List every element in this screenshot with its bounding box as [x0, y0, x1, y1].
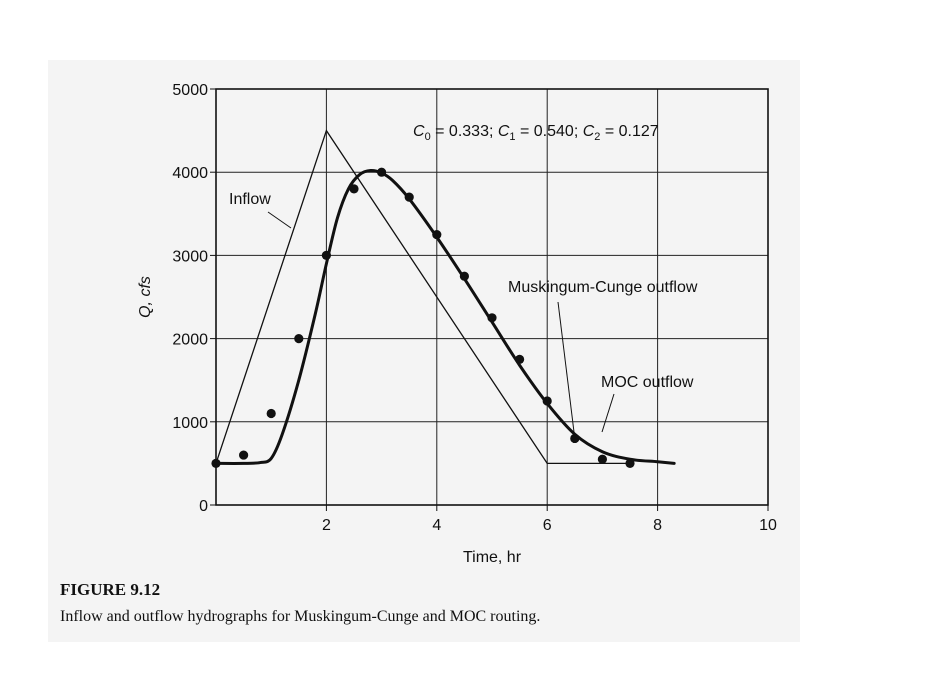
mc-outflow-point [239, 450, 249, 460]
y-tick-label: 0 [199, 498, 208, 515]
x-tick-label: 8 [653, 517, 662, 534]
coefficient-annotation: C0 = 0.333; C1 = 0.540; C2 = 0.127 [413, 123, 659, 143]
x-tick-label: 10 [759, 517, 777, 534]
x-axis-title: Time, hr [463, 549, 522, 566]
mc-outflow-point [266, 408, 276, 419]
label-moc-outflow: MOC outflow [601, 374, 694, 391]
axis-ticks: 2 4 6 8 10 0 1000 2000 3000 4000 5000 [172, 82, 777, 534]
moc-outflow-line [214, 168, 676, 465]
figure-label: FIGURE 9.12 [60, 580, 161, 599]
leader-moc-outflow [601, 393, 615, 433]
y-tick-label: 5000 [172, 82, 208, 99]
series [211, 129, 676, 468]
y-tick-label: 1000 [172, 415, 208, 432]
leader-mc-outflow [557, 301, 575, 433]
y-tick-label: 4000 [172, 165, 208, 182]
y-axis-title: Q, cfs [137, 276, 154, 318]
mc-outflow-point [294, 334, 304, 344]
x-tick-label: 6 [543, 517, 552, 534]
y-tick-label: 2000 [172, 332, 208, 349]
y-tick-label: 3000 [172, 248, 208, 265]
leader-inflow [267, 211, 292, 229]
mc-outflow-point [349, 184, 359, 194]
inflow-line [215, 129, 630, 465]
plot-frame [215, 88, 769, 506]
grid [216, 89, 768, 505]
label-inflow: Inflow [229, 191, 271, 208]
mc-outflow-point [597, 454, 608, 464]
label-mc-outflow: Muskingum-Cunge outflow [508, 279, 698, 296]
x-tick-label: 2 [322, 517, 331, 534]
figure-caption: Inflow and outflow hydrographs for Muski… [60, 608, 541, 625]
x-tick-label: 4 [432, 517, 441, 534]
figure-panel [48, 60, 800, 642]
